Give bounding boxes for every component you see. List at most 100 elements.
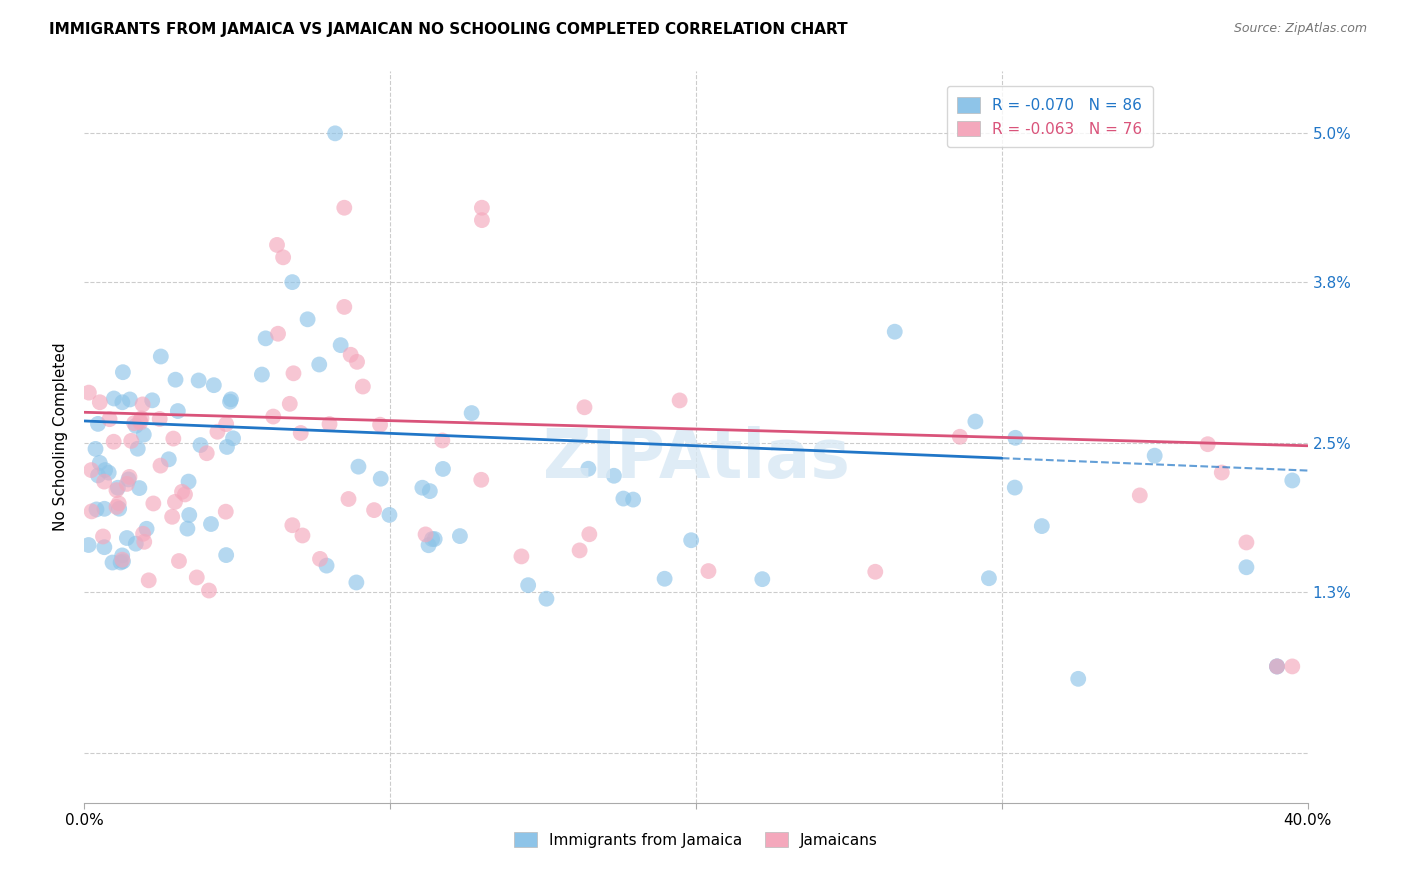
Point [574,401,596,415]
Point [290,425,312,440]
Text: ZIPAtlas: ZIPAtlas [543,426,849,492]
Point [165,373,187,387]
Point [339,348,361,362]
Point [333,201,356,215]
Point [198,583,221,598]
Point [141,393,163,408]
Point [418,538,440,552]
Point [77,385,100,400]
Point [346,355,368,369]
Point [131,397,153,411]
Point [1004,431,1026,445]
Point [271,250,294,264]
Point [91,529,114,543]
Point [176,522,198,536]
Point [174,487,197,501]
Point [93,475,115,489]
Point [84,442,107,456]
Point [170,484,193,499]
Point [337,491,360,506]
Point [423,532,446,546]
Point [94,463,117,477]
Point [111,365,134,379]
Point [118,470,141,484]
Point [1004,481,1026,495]
Point [654,572,676,586]
Point [135,522,157,536]
Point [134,534,156,549]
Point [1031,519,1053,533]
Point [612,491,634,506]
Point [127,442,149,456]
Point [200,516,222,531]
Point [621,492,644,507]
Point [510,549,533,564]
Point [415,527,437,541]
Point [267,326,290,341]
Point [118,392,141,407]
Point [370,472,392,486]
Point [125,418,148,433]
Point [751,572,773,586]
Point [132,427,155,442]
Point [1197,437,1219,451]
Point [363,503,385,517]
Point [1236,535,1258,549]
Y-axis label: No Schooling Completed: No Schooling Completed [53,343,69,532]
Text: Source: ZipAtlas.com: Source: ZipAtlas.com [1233,22,1367,36]
Point [167,554,190,568]
Point [215,548,238,562]
Point [80,504,103,518]
Point [80,463,103,477]
Point [420,532,443,546]
Point [98,412,121,426]
Point [578,527,600,541]
Point [138,574,160,588]
Point [177,475,200,489]
Point [128,481,150,495]
Point [108,501,131,516]
Point [105,500,128,514]
Point [278,397,301,411]
Point [471,201,494,215]
Point [97,466,120,480]
Point [89,395,111,409]
Point [105,483,128,497]
Point [250,368,273,382]
Point [222,431,245,445]
Point [179,508,201,522]
Point [111,549,134,563]
Point [352,379,374,393]
Point [195,446,218,460]
Point [142,496,165,510]
Point [160,509,183,524]
Point [93,540,115,554]
Point [125,536,148,550]
Point [1067,672,1090,686]
Point [266,238,288,252]
Point [131,411,153,425]
Point [470,473,492,487]
Point [323,126,346,140]
Point [115,477,138,491]
Point [1129,488,1152,502]
Point [93,501,115,516]
Point [115,531,138,545]
Point [329,338,352,352]
Point [576,461,599,475]
Text: IMMIGRANTS FROM JAMAICA VS JAMAICAN NO SCHOOLING COMPLETED CORRELATION CHART: IMMIGRANTS FROM JAMAICA VS JAMAICAN NO S… [49,22,848,37]
Point [1281,474,1303,488]
Point [517,578,540,592]
Point [187,374,209,388]
Point [103,392,125,406]
Point [291,528,314,542]
Point [603,468,626,483]
Point [368,417,391,432]
Point [87,468,110,483]
Point [87,417,110,431]
Point [411,481,433,495]
Point [190,438,212,452]
Point [977,571,1000,585]
Point [471,213,494,227]
Point [157,452,180,467]
